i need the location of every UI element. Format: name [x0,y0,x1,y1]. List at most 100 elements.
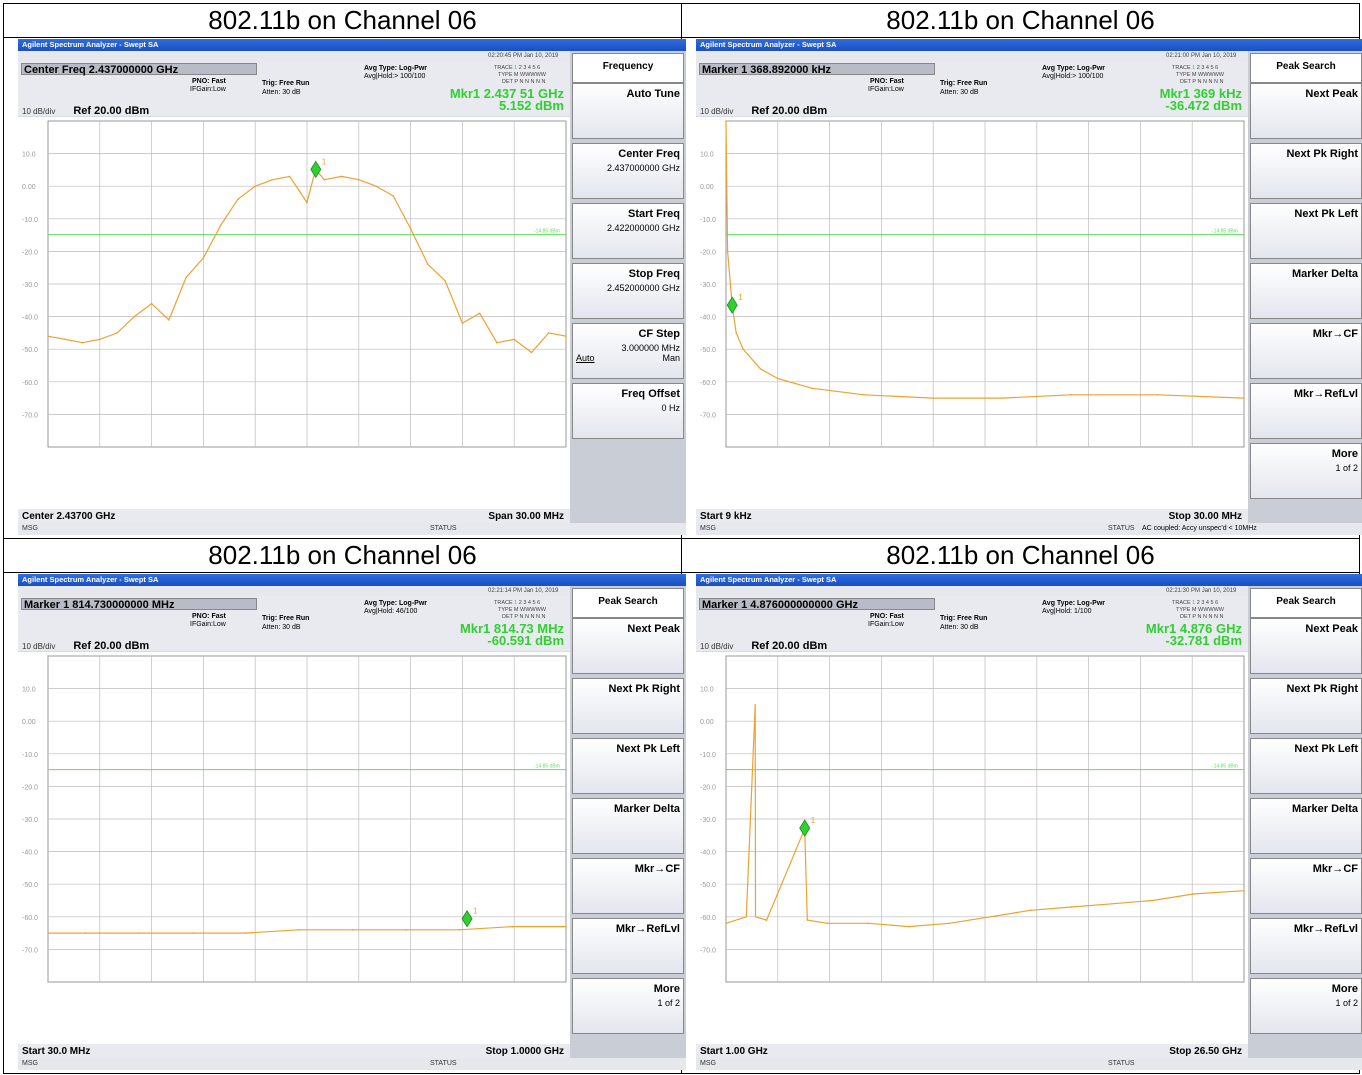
y-tick-label: 0.00 [22,719,36,726]
status-message: AC coupled: Accy unspec'd < 10MHz [1142,525,1257,532]
softkey-cf-step[interactable]: CF Step 3.000000 MHz Auto Man [572,323,684,379]
pno-label: PNO: Fast [870,78,904,85]
marker-amplitude: 5.152 dBm [498,98,564,113]
spectrum-plot: 10.0 0.00 -10.0 -20.0 -30.0 -40.0 -50.0 -60.0 -7… [696,652,1248,1044]
ifgain-label: IFGain:Low [190,621,226,628]
softkey-more[interactable]: More 1 of 2 [572,978,684,1034]
trace-point [461,322,464,324]
panel-cell: 802.11b on Channel 06 Agilent Spectrum A… [3,3,686,539]
marker-frequency: Mkr1 4.876 GHz [1145,621,1242,636]
y-tick-label: -30.0 [700,282,716,289]
panel-cell: 802.11b on Channel 06 Agilent Spectrum A… [3,538,686,1074]
instrument-status-bar: 02:21:00 PM Jan 10, 2019 [696,51,1248,61]
avg-hold-label: Avg|Hold: 1/100 [1042,608,1092,615]
softkey-start-freq[interactable]: Start Freq 2.422000000 GHz [572,203,684,259]
panel-title: 802.11b on Channel 06 [4,539,681,573]
softkey-mkr-reflvl[interactable]: Mkr→RefLvl [1250,918,1362,974]
trace-point [81,341,84,344]
softkey-more[interactable]: More 1 of 2 [1250,978,1362,1034]
trace-point [202,257,205,259]
trig-label: Trig: Free Run [940,80,988,87]
softkey-next-peak[interactable]: Next Peak [1250,83,1362,139]
softkey-mkr-reflvl[interactable]: Mkr→RefLvl [572,918,684,974]
softkey-label: Next Pk Right [1286,148,1358,160]
softkey-marker-delta[interactable]: Marker Delta [572,798,684,854]
active-field[interactable]: Marker 1 4.876000000000 GHz [699,598,935,611]
softkey-label: Next Pk Left [1294,208,1358,220]
trace-point [1111,902,1113,905]
marker-frequency: Mkr1 814.73 MHz [459,621,564,636]
active-field[interactable]: Center Freq 2.437000000 GHz [21,63,257,76]
softkey-mkr-cf[interactable]: Mkr→CF [1250,323,1362,379]
trace-point [185,276,187,279]
y-tick-label: -60.0 [700,915,716,922]
status-bar: MSG STATUS AC coupled: Accy unspec'd < 1… [696,523,1362,535]
trace-point [759,367,762,370]
softkey-next-pk-right[interactable]: Next Pk Right [1250,678,1362,734]
trace-point [133,315,136,318]
softkey-label: Next Pk Left [616,743,680,755]
softkey-next-pk-left[interactable]: Next Pk Left [572,738,684,794]
trace-point [409,227,412,230]
softkey-man[interactable]: Man [662,353,680,363]
softkey-mkr-cf[interactable]: Mkr→CF [1250,858,1362,914]
softkey-menu-title: Frequency [572,53,684,83]
trace-point [323,178,326,181]
trig-label: Trig: Free Run [262,615,310,622]
reference-level: 10 dB/div Ref 20.00 dBm [22,105,150,117]
softkey-auto-tune[interactable]: Auto Tune [572,83,684,139]
trace-point [191,932,193,934]
softkey-next-pk-right[interactable]: Next Pk Right [1250,143,1362,199]
trace-point [458,929,460,931]
y-tick-label: -20.0 [700,249,716,256]
spectrum-trace [47,167,567,354]
trace-point [271,178,274,181]
y-tick-label: -20.0 [700,784,716,791]
softkey-next-peak[interactable]: Next Peak [572,618,684,674]
softkey-more[interactable]: More 1 of 2 [1250,443,1362,499]
softkey-next-pk-left[interactable]: Next Pk Left [1250,738,1362,794]
window-title: Agilent Spectrum Analyzer - Swept SA [18,574,686,586]
softkey-next-pk-right[interactable]: Next Pk Right [572,678,684,734]
trace-point [565,335,567,337]
softkey-mkr-reflvl[interactable]: Mkr→RefLvl [1250,383,1362,439]
panel-title: 802.11b on Channel 06 [4,4,681,38]
y-tick-label: 10.0 [700,687,714,694]
trace-point [725,922,727,925]
softkey-label: Marker Delta [1291,803,1358,815]
ifgain-label: IFGain:Low [868,86,904,93]
atten-label: Atten: 30 dB [940,89,979,96]
window-title: Agilent Spectrum Analyzer - Swept SA [18,39,686,51]
avg-hold-label: Avg|Hold: 46/100 [364,608,418,615]
softkey-marker-delta[interactable]: Marker Delta [1250,263,1362,319]
trace-point [99,338,101,341]
trace-point [254,185,256,187]
active-field[interactable]: Marker 1 814.730000000 MHz [21,598,257,611]
softkey-value: 2.422000000 GHz [606,223,680,233]
trace-point [1070,394,1073,396]
trace-point [948,922,951,925]
softkey-mkr-cf[interactable]: Mkr→CF [572,858,684,914]
ifgain-label: IFGain:Low [190,86,226,93]
softkey-marker-delta[interactable]: Marker Delta [1250,798,1362,854]
trace-point [776,377,779,380]
marker-diamond [799,819,811,837]
trace-point [340,175,343,178]
softkey-next-peak[interactable]: Next Peak [1250,618,1362,674]
marker-amplitude: -36.472 dBm [1165,98,1242,113]
softkey-freq-offset[interactable]: Freq Offset 0 Hz [572,383,684,439]
trace-point [1029,909,1032,912]
y-tick-label: -20.0 [22,249,38,256]
softkey-label: Mkr→CF [1312,863,1358,875]
softkey-next-pk-left[interactable]: Next Pk Left [1250,203,1362,259]
softkey-auto[interactable]: Auto [576,353,595,363]
softkey-stop-freq[interactable]: Stop Freq 2.452000000 GHz [572,263,684,319]
panel-cell: 802.11b on Channel 06 Agilent Spectrum A… [681,3,1362,539]
softkey-label: Next Pk Right [1286,683,1358,695]
softkey-center-freq[interactable]: Center Freq 2.437000000 GHz [572,143,684,199]
y-tick-label: -70.0 [700,412,716,419]
y-tick-label: 10.0 [22,152,36,159]
active-field[interactable]: Marker 1 368.892000 kHz [699,63,935,76]
softkey-label: Center Freq [618,148,680,160]
trace-point [1151,899,1154,902]
